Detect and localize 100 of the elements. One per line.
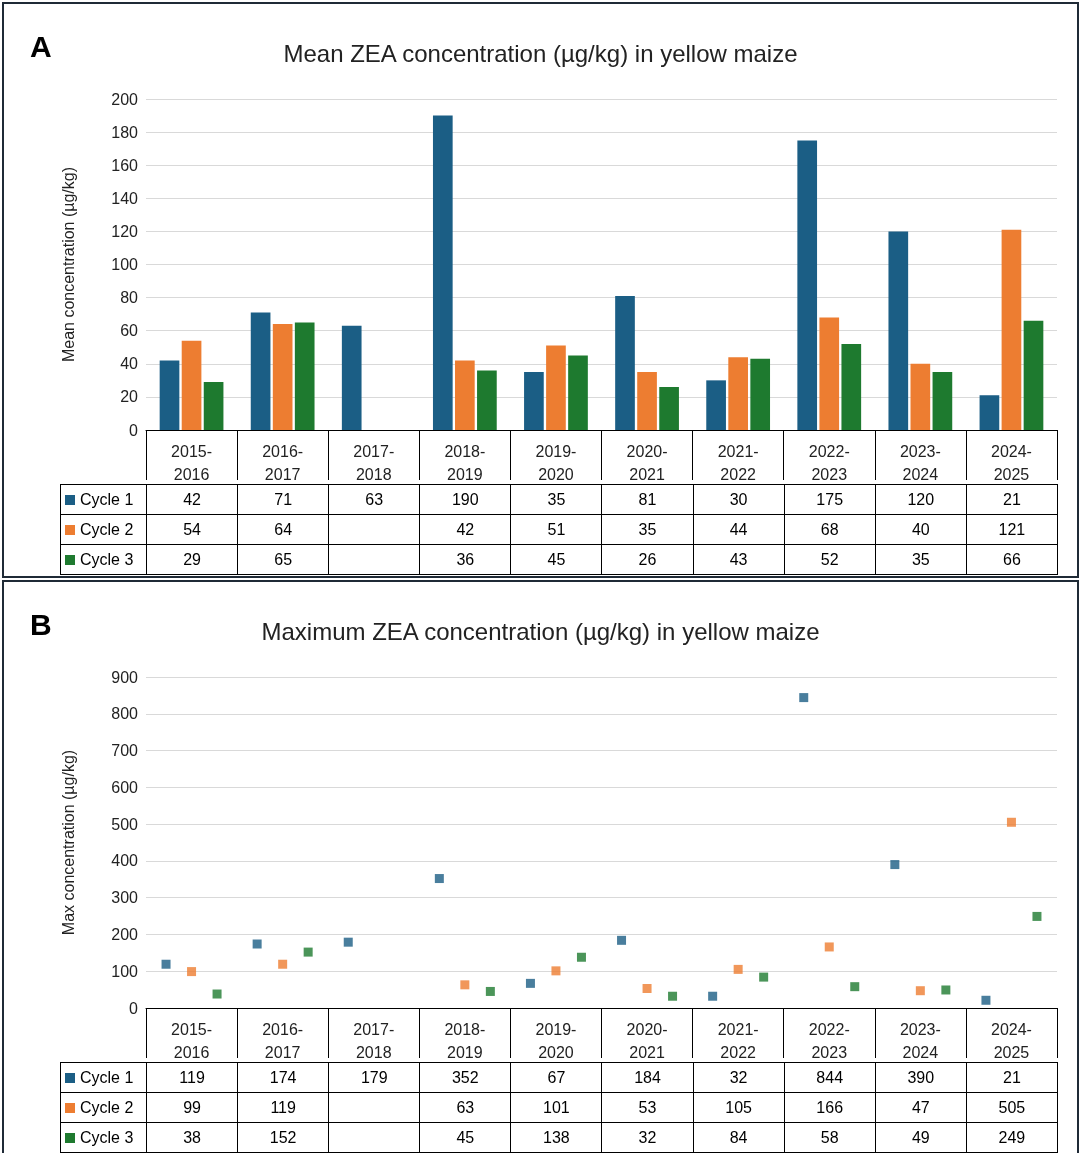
bar [615,295,635,430]
y-tick-label: 300 [111,889,139,907]
data-label: 66 [966,544,1058,575]
bar [546,345,566,430]
y-tick-label: 40 [120,355,139,373]
data-label: 35 [875,544,967,575]
data-label: 38 [146,1122,238,1153]
legend-label: Cycle 3 [60,544,147,575]
y-tick-label: 100 [111,962,139,980]
bar [294,322,315,430]
data-label: 40 [875,514,967,545]
data-label: 65 [237,544,329,575]
chart-title: Maximum ZEA concentration (µg/kg) in yellow maize [261,617,820,645]
data-label: 152 [237,1122,329,1153]
y-tick-label: 0 [129,999,139,1017]
x-tick-label: 2019-2020 [535,1021,577,1061]
bar [203,382,224,430]
bar [797,140,818,430]
y-tick-label: 600 [111,778,139,796]
data-label: 44 [693,514,785,545]
data-label: 43 [693,544,785,575]
bar [477,370,497,430]
data-label: 68 [784,514,876,545]
data-label: 58 [784,1122,876,1153]
text: B [30,608,52,642]
data-label: 174 [237,1062,329,1093]
bar [568,355,588,430]
y-axis-title: Mean concentration (µg/kg) [59,166,77,363]
x-tick-label: 2021-2022 [717,443,759,483]
y-tick-label: 200 [111,925,139,943]
data-label: 120 [875,484,967,515]
data-label: 190 [419,484,511,515]
y-tick-label: 700 [111,742,139,760]
y-tick-label: 140 [111,189,139,207]
data-label: 32 [601,1122,694,1153]
x-tick-label: 2022-2023 [808,1021,850,1061]
x-tick-label: 2015-2016 [171,1021,213,1061]
x-tick-label: 2022-2023 [808,443,850,483]
x-tick-label: 2016-2017 [262,443,304,483]
bar [432,115,453,430]
x-tick-label: 2020-2021 [626,1021,668,1061]
bar [637,372,657,430]
data-label: 184 [601,1062,694,1093]
bar [910,363,931,430]
data-label: 390 [875,1062,967,1093]
text: A [30,30,52,64]
data-label: 36 [419,544,511,575]
bar [659,386,679,430]
bar [455,360,475,430]
bar [888,231,909,430]
data-label: 45 [510,544,602,575]
bar [1001,229,1022,430]
data-label: 45 [419,1122,511,1153]
x-tick-label: 2023-2024 [899,1021,941,1061]
data-label: 53 [601,1092,694,1123]
x-tick-label: 2016-2017 [262,1021,304,1061]
y-tick-label: 180 [111,123,139,141]
legend-label: Cycle 3 [60,1122,147,1153]
data-label: 505 [966,1092,1058,1123]
bar [750,358,771,430]
bar [524,372,544,430]
bar [272,324,293,430]
x-tick-label: 2017-2018 [353,443,395,483]
data-label: 51 [510,514,602,545]
data-label: 179 [328,1062,420,1093]
legend-label: Cycle 1 [60,1062,147,1093]
data-label: 47 [875,1092,967,1123]
x-tick-label: 2017-2018 [353,1021,395,1061]
bar [250,312,271,430]
y-tick-label: 160 [111,156,139,174]
bar [159,360,180,430]
y-tick-label: 400 [111,852,139,870]
bar [932,372,953,430]
x-tick-label: 2018-2019 [444,443,486,483]
data-label: 63 [328,484,420,515]
data-label: 249 [966,1122,1058,1153]
x-tick-label: 2019-2020 [535,443,577,483]
y-tick-label: 900 [111,668,139,686]
y-tick-label: 100 [111,256,139,273]
x-tick-label: 2024-2025 [990,1021,1032,1061]
data-label: 121 [966,514,1058,545]
data-label: 352 [419,1062,511,1093]
data-label: 64 [237,514,329,545]
data-label: 81 [601,484,694,515]
data-label: 35 [510,484,602,515]
bar [706,380,726,430]
bar [341,325,362,430]
y-tick-label: 20 [120,388,139,406]
x-tick-label: 2018-2019 [444,1021,486,1061]
bar [841,343,862,430]
data-label: 21 [966,484,1058,515]
y-tick-label: 500 [111,815,139,833]
bar [728,357,748,430]
bar [181,340,202,430]
x-tick-label: 2021-2022 [717,1021,759,1061]
data-label: 49 [875,1122,967,1153]
data-label: 101 [510,1092,602,1123]
data-label: 29 [146,544,238,575]
x-tick-label: 2015-2016 [171,443,213,483]
data-label: 175 [784,484,876,515]
